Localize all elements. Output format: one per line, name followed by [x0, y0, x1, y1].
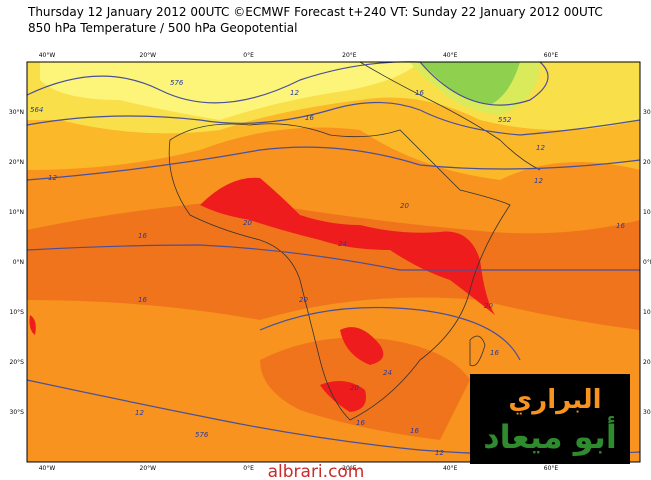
lon-label-bottom: 20°W	[140, 465, 157, 472]
logo: البراري أبو ميعاد	[470, 374, 630, 464]
contour-label: 24	[383, 369, 392, 377]
contour-label: 12	[534, 177, 543, 185]
lat-label-right: 30°N	[643, 109, 651, 116]
lon-label-bottom: 60°E	[544, 465, 559, 472]
contour-label: 16	[356, 419, 365, 427]
lat-label-right: 10°N	[643, 209, 651, 216]
lat-label-left: 30°S	[10, 409, 25, 416]
contour-label: 564	[30, 106, 43, 114]
contour-label: 16	[305, 114, 314, 122]
lon-label-bottom: 0°E	[243, 465, 254, 472]
contour-label: 576	[195, 431, 209, 439]
logo-line2: أبو ميعاد	[483, 416, 617, 456]
contour-label: 20	[243, 219, 252, 227]
lat-label-right: 0°N	[643, 259, 651, 266]
lon-label-top: 20°E	[342, 52, 357, 59]
watermark: albrari.com	[268, 462, 365, 480]
lon-label-top: 0°E	[243, 52, 254, 59]
contour-label: 16	[616, 222, 625, 230]
contour-labels: 576 564 12 16 12 16 552 12 12 16 20 24 2…	[30, 79, 625, 457]
contour-label: 12	[290, 89, 299, 97]
lat-label-right: 20°S	[643, 359, 651, 366]
lat-label-left: 0°N	[13, 259, 24, 266]
contour-label: 12	[536, 144, 545, 152]
map-frame	[26, 61, 641, 463]
contour-label: 552	[498, 116, 512, 124]
contour-label: 12	[48, 174, 57, 182]
lon-label-top: 40°E	[443, 52, 458, 59]
lat-label-left: 30°N	[9, 109, 24, 116]
lon-label-top: 60°E	[544, 52, 559, 59]
contour-label: 20	[484, 302, 493, 310]
contour-label: 16	[138, 296, 147, 304]
map-field	[26, 61, 641, 462]
lon-label-top: 40°W	[39, 52, 56, 59]
contour-label: 20	[299, 296, 308, 304]
contour-label: 576	[170, 79, 184, 87]
lat-label-right: 20°N	[643, 159, 651, 166]
lat-label-left: 10°S	[10, 309, 25, 316]
lat-label-left: 20°S	[10, 359, 25, 366]
contour-label: 16	[490, 349, 499, 357]
contour-label: 16	[415, 89, 424, 97]
logo-line1: البراري	[508, 385, 601, 415]
lon-label-bottom: 40°W	[39, 465, 56, 472]
contour-label: 12	[135, 409, 144, 417]
lat-label-right: 30°S	[643, 409, 651, 416]
contour-label: 16	[410, 427, 419, 435]
contour-label: 16	[138, 232, 147, 240]
lon-label-bottom: 40°E	[443, 465, 458, 472]
header-line2: 850 hPa Temperature / 500 hPa Geopotenti…	[28, 21, 297, 35]
contour-label: 12	[435, 449, 444, 457]
lon-label-bottom: 20°E	[342, 465, 357, 472]
lat-label-left: 20°N	[9, 159, 24, 166]
contour-label: 20	[400, 202, 409, 210]
contour-label: 24	[338, 240, 347, 248]
lat-label-right: 10°S	[643, 309, 651, 316]
lat-label-left: 10°N	[9, 209, 24, 216]
logo-box	[470, 374, 630, 464]
lon-label-top: 20°W	[140, 52, 157, 59]
contour-label: 20	[350, 384, 359, 392]
graticule-labels: 40°W 40°W 20°W 20°W 0°E 0°E 20°E 20°E 40°E 40°E 60…	[9, 52, 651, 472]
header-line1: Thursday 12 January 2012 00UTC ©ECMWF Fo…	[27, 5, 603, 19]
